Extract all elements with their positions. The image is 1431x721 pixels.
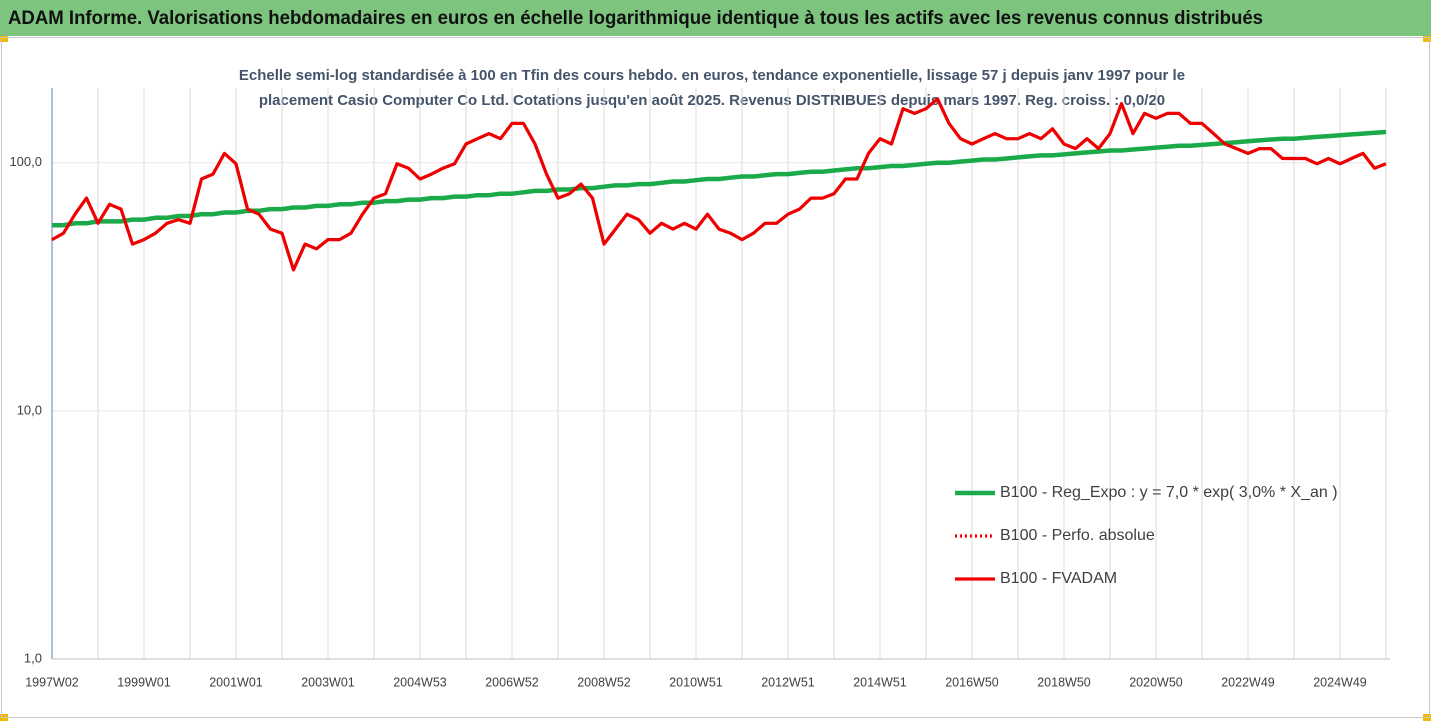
y-tick-label: 10,0 (17, 402, 42, 417)
y-tick-label: 1,0 (24, 650, 42, 665)
x-tick-label: 2020W50 (1129, 675, 1183, 689)
y-tick-label: 100,0 (9, 154, 42, 169)
legend-label: B100 - Perfo. absolue (1000, 527, 1155, 544)
x-tick-label: 2016W50 (945, 675, 999, 689)
legend-label: B100 - FVADAM (1000, 570, 1117, 587)
corner (1423, 36, 1431, 42)
legend-label: B100 - Reg_Expo : y = 7,0 * exp( 3,0% * … (1000, 484, 1338, 501)
x-tick-label: 2022W49 (1221, 675, 1275, 689)
x-tick-label: 1997W02 (25, 675, 79, 689)
series-line (51, 97, 1387, 272)
x-tick-label: 2003W01 (301, 675, 355, 689)
x-tick-label: 2004W53 (393, 675, 447, 689)
x-tick-label: 2018W50 (1037, 675, 1091, 689)
x-tick-label: 2010W51 (669, 675, 723, 689)
header-bar (0, 0, 1431, 36)
corner (0, 36, 8, 42)
chart-subtitle: Echelle semi-log standardisée à 100 en T… (239, 67, 1185, 84)
chart-subtitle: placement Casio Computer Co Ltd. Cotatio… (259, 92, 1165, 109)
series-line (51, 97, 1387, 272)
x-tick-label: 2008W52 (577, 675, 631, 689)
x-tick-label: 1999W01 (117, 675, 171, 689)
x-tick-label: 2024W49 (1313, 675, 1367, 689)
frame (1, 37, 1430, 718)
page-title: ADAM Informe. Valorisations hebdomadaire… (8, 8, 1263, 29)
x-tick-label: 2014W51 (853, 675, 907, 689)
series-line (52, 129, 1387, 228)
x-tick-label: 2006W52 (485, 675, 539, 689)
x-tick-label: 2012W51 (761, 675, 815, 689)
x-tick-label: 2001W01 (209, 675, 263, 689)
